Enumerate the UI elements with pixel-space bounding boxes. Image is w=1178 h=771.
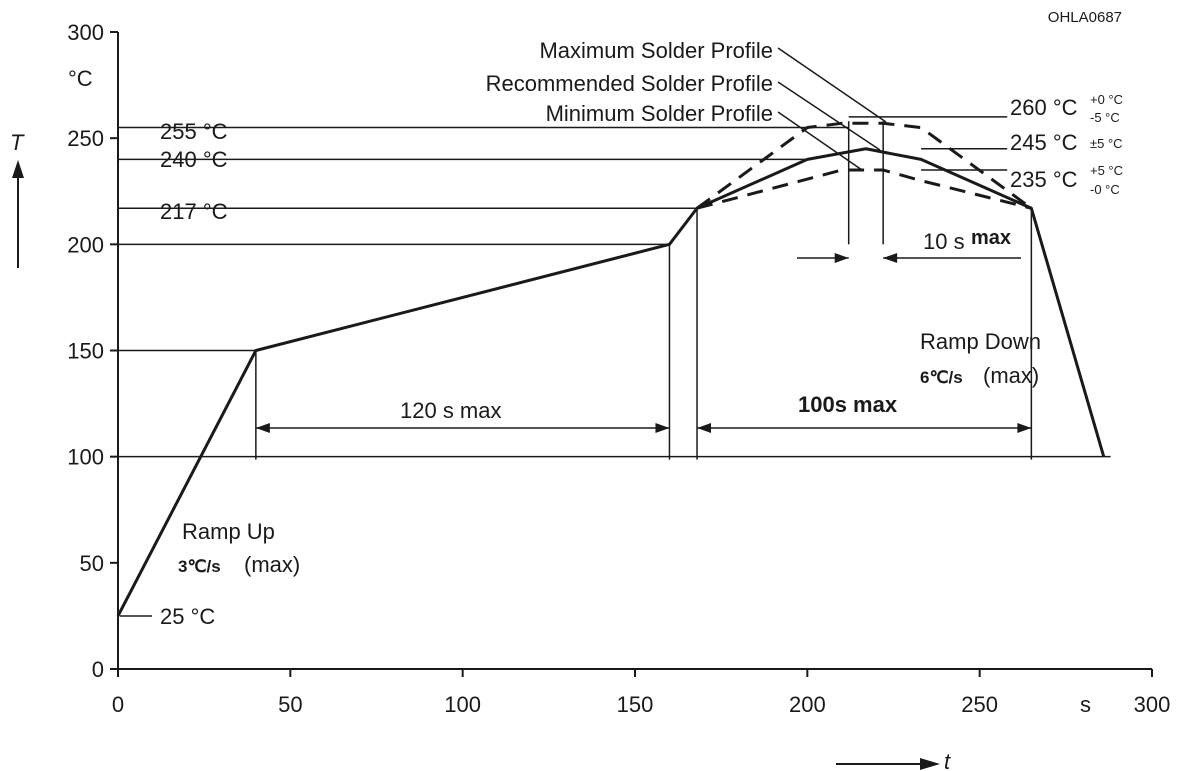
y-axis-label: T <box>10 130 25 155</box>
y-unit-label: °C <box>68 66 93 91</box>
x-tick-label: 150 <box>617 692 654 717</box>
y245-tol: ±5 °C <box>1090 136 1123 151</box>
y-tick-label: 50 <box>80 551 104 576</box>
x-tick-label: 100 <box>444 692 481 717</box>
y217-label: 217 °C <box>160 199 228 224</box>
ramp-down-rate: 6℃/s <box>920 368 963 387</box>
dim-100-line-arrow-end <box>1017 423 1032 433</box>
legend-min-profile: Minimum Solder Profile <box>546 101 773 126</box>
y-tick-label: 200 <box>67 232 104 257</box>
ramp-down-title: Ramp Down <box>920 329 1041 354</box>
y235-sub: -0 °C <box>1090 182 1120 197</box>
dim-120-line-arrow-end <box>655 423 670 433</box>
dim-120-label: 120 s max <box>400 398 502 423</box>
series-line <box>696 121 1033 210</box>
y260-sub: -5 °C <box>1090 110 1120 125</box>
x-axis-label: t <box>944 749 951 771</box>
dim-120-line-arrow-start <box>255 423 270 433</box>
dim-10-arrow-left <box>834 253 849 263</box>
ramp-up-rate: 3℃/s <box>178 557 221 576</box>
series-line <box>696 168 1032 210</box>
x-tick-label: 250 <box>961 692 998 717</box>
leader-min <box>777 111 863 171</box>
y235-label: 235 °C <box>1010 167 1078 192</box>
y235-sup: +5 °C <box>1090 163 1123 178</box>
dimension-markers <box>255 121 1033 460</box>
reference-lines <box>118 116 1111 458</box>
y-tick-label: 250 <box>67 126 104 151</box>
y255-label: 255 °C <box>160 119 228 144</box>
x-tick-label: 300 <box>1134 692 1171 717</box>
tick-labels: 0 50 100 150 200 250 300 0 50 100 150 200 250 300 <box>67 20 1170 717</box>
figure-id: OHLA0687 <box>1048 9 1122 26</box>
y-tick-label: 100 <box>67 445 104 470</box>
x-tick-label: 200 <box>789 692 826 717</box>
dim-100-line-arrow-start <box>697 423 712 433</box>
y245-label: 245 °C <box>1010 130 1078 155</box>
y-axis-arrow-head <box>12 160 24 178</box>
leader-rec <box>777 81 881 151</box>
dim-10-label-b: max <box>971 227 1011 249</box>
ramp-up-max: (max) <box>244 552 300 577</box>
x-tick-label: 50 <box>278 692 302 717</box>
dim-10-label-a: 10 s <box>923 229 965 254</box>
legend-rec-profile: Recommended Solder Profile <box>486 71 773 96</box>
y240-label: 240 °C <box>160 147 228 172</box>
dim-10-arrow-right <box>883 253 898 263</box>
dim-100-label: 100s max <box>798 392 898 417</box>
y25-label: 25 °C <box>160 604 215 629</box>
x-unit-label: s <box>1080 692 1091 717</box>
x-tick-label: 0 <box>112 692 124 717</box>
axes <box>110 31 1153 677</box>
y260-label: 260 °C <box>1010 95 1078 120</box>
legend-leader-lines <box>777 47 887 171</box>
y-tick-label: 300 <box>67 20 104 45</box>
x-axis-arrow-head <box>920 758 940 770</box>
y260-sup: +0 °C <box>1090 92 1123 107</box>
y-tick-label: 0 <box>92 657 104 682</box>
leader-max <box>777 47 887 123</box>
y-tick-label: 150 <box>67 339 104 364</box>
ramp-down-max: (max) <box>983 363 1039 388</box>
series-line <box>116 147 1106 617</box>
legend-max-profile: Maximum Solder Profile <box>539 38 773 63</box>
ramp-up-title: Ramp Up <box>182 519 275 544</box>
